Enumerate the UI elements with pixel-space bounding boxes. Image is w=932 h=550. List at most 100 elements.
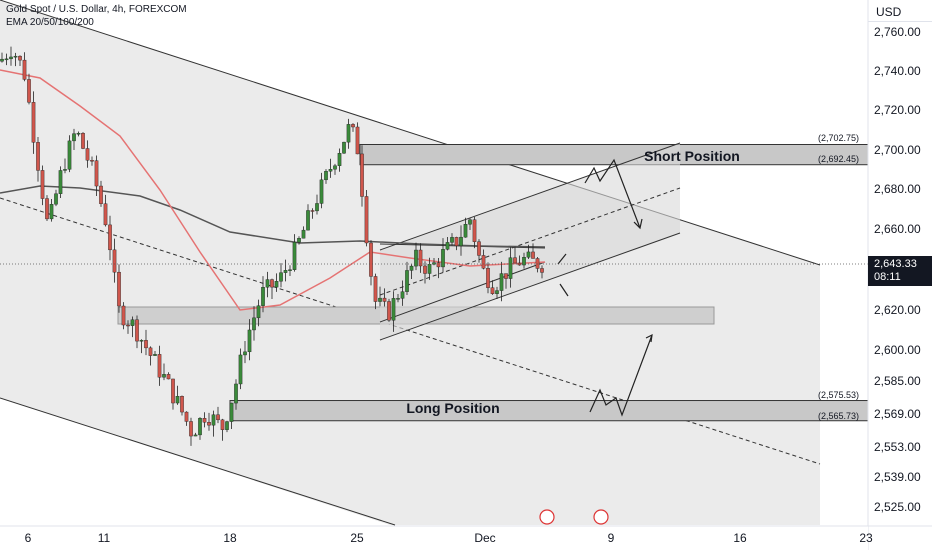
candle-body bbox=[9, 56, 13, 60]
long-projection-path bbox=[589, 334, 653, 417]
candle-body bbox=[112, 249, 117, 273]
candle-body bbox=[535, 258, 540, 269]
candle-body bbox=[76, 132, 81, 135]
candle-body bbox=[45, 198, 49, 220]
candle-body bbox=[526, 251, 531, 258]
candle-body bbox=[450, 237, 454, 243]
candle-body bbox=[130, 319, 135, 326]
candle-body bbox=[301, 229, 306, 239]
candle-body bbox=[49, 204, 54, 220]
candle-body bbox=[99, 185, 103, 204]
long-bottom-value: (2,565.73) bbox=[818, 411, 859, 421]
y-tick-label: 2,525.00 bbox=[874, 500, 921, 514]
candle-body bbox=[472, 219, 477, 242]
short-zone bbox=[359, 144, 869, 166]
y-tick-label: 2,680.00 bbox=[874, 182, 921, 196]
rising-channel-fill bbox=[380, 143, 680, 340]
y-tick-label: 2,600.00 bbox=[874, 343, 921, 357]
candle-body bbox=[256, 305, 261, 319]
candle-body bbox=[508, 257, 513, 279]
candle-body bbox=[157, 354, 162, 378]
candle-body bbox=[364, 196, 369, 244]
candle-body bbox=[247, 329, 252, 353]
candle-body bbox=[162, 374, 166, 378]
candle-body bbox=[531, 251, 535, 259]
candle-body bbox=[108, 224, 112, 251]
candle-body bbox=[279, 272, 283, 282]
candle-body bbox=[315, 203, 319, 212]
candle-body bbox=[283, 270, 288, 273]
candle-body bbox=[418, 249, 423, 267]
candle-body bbox=[0, 58, 4, 62]
x-tick-label: 9 bbox=[608, 531, 615, 545]
time-axis bbox=[0, 526, 868, 550]
candle-body bbox=[337, 153, 342, 166]
candle-body bbox=[31, 102, 36, 143]
candle-body bbox=[373, 276, 378, 302]
candle-body bbox=[216, 414, 220, 421]
candle-body bbox=[292, 241, 297, 270]
candle-body bbox=[324, 171, 328, 181]
candle-body bbox=[306, 210, 310, 231]
ema-50-line bbox=[0, 69, 546, 311]
news-icon bbox=[593, 509, 609, 525]
candle-body bbox=[274, 281, 279, 288]
candle-body bbox=[423, 265, 427, 274]
candle-body bbox=[445, 242, 450, 250]
y-tick-label: 2,569.00 bbox=[874, 407, 921, 421]
candle-body bbox=[139, 340, 144, 342]
rising-channel-upper bbox=[379, 142, 681, 251]
candle-body bbox=[252, 317, 256, 331]
candle-body bbox=[540, 268, 544, 273]
candle-body bbox=[522, 257, 526, 266]
candle-body bbox=[18, 55, 22, 61]
x-tick-label: Dec bbox=[474, 531, 495, 545]
candle-body bbox=[198, 418, 202, 436]
candle-body bbox=[499, 273, 504, 291]
candle-body bbox=[504, 273, 508, 279]
y-tick-label: 2,660.00 bbox=[874, 222, 921, 236]
currency-button[interactable]: USD bbox=[868, 0, 932, 22]
candle-body bbox=[297, 238, 301, 243]
candle-body bbox=[490, 287, 495, 294]
candle-body bbox=[103, 203, 108, 226]
candle-body bbox=[238, 354, 243, 385]
candle-body bbox=[351, 124, 355, 128]
candle-body bbox=[436, 262, 441, 268]
short-position-label: Short Position bbox=[644, 148, 740, 164]
candle-body bbox=[265, 279, 270, 288]
candle-body bbox=[229, 402, 234, 422]
candle-body bbox=[369, 242, 373, 277]
long-top-value: (2,575.53) bbox=[818, 390, 859, 400]
candle-body bbox=[211, 414, 216, 426]
candle-body bbox=[454, 237, 459, 247]
y-tick-label: 2,553.00 bbox=[874, 440, 921, 454]
y-tick-label: 2,720.00 bbox=[874, 103, 921, 117]
future-area bbox=[820, 0, 868, 525]
candle-body bbox=[63, 169, 67, 171]
long-zone bbox=[229, 400, 869, 422]
candle-body bbox=[126, 324, 130, 327]
candle-body bbox=[121, 305, 126, 326]
candle-body bbox=[27, 79, 31, 103]
candle-body bbox=[81, 132, 85, 149]
symbol-title: Gold Spot / U.S. Dollar, 4h, FOREXCOM bbox=[6, 4, 187, 15]
candle-body bbox=[193, 434, 198, 437]
candle-body bbox=[387, 301, 391, 321]
x-tick-label: 11 bbox=[98, 531, 111, 545]
candle-body bbox=[396, 298, 400, 300]
x-tick-label: 18 bbox=[223, 531, 237, 545]
candle-body bbox=[243, 351, 247, 356]
short-top-value: (2,702.75) bbox=[818, 133, 859, 143]
candle-body bbox=[36, 142, 40, 171]
indicator-label: EMA 20/50/100/200 bbox=[6, 17, 94, 28]
candle-body bbox=[427, 264, 432, 274]
candle-body bbox=[441, 249, 445, 268]
y-tick-label: 2,760.00 bbox=[874, 25, 921, 39]
short-arrow-head bbox=[633, 218, 643, 230]
candle-body bbox=[135, 319, 139, 342]
candle-body bbox=[189, 421, 193, 437]
candle-body bbox=[432, 262, 436, 265]
